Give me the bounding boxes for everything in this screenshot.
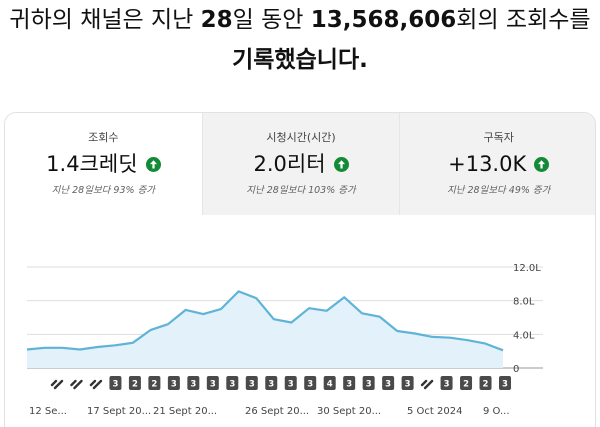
metric-tabs: 조회수 1.4크레딧 지난 28일보다 93% 증가 시청시간(시간) 2.0리… [5, 113, 595, 215]
marker-badge-label: 2 [483, 380, 489, 390]
marker-badge [460, 376, 473, 390]
marker-badge-label: 3 [268, 380, 274, 390]
marker-badge-label: 2 [132, 380, 138, 390]
tab-watch-time[interactable]: 시청시간(시간) 2.0리터 지난 28일보다 103% 증가 [202, 113, 401, 215]
marker-badge-label: 3 [366, 380, 372, 390]
headline-line-2: 기록했습니다. [232, 47, 368, 73]
marker-badge [304, 376, 317, 390]
link-icon [70, 379, 83, 390]
x-tick-label: 17 Sept 20... [87, 406, 151, 417]
marker-badge-label: 3 [190, 380, 196, 390]
tab-title: 조회수 [88, 131, 119, 144]
marker-badge [284, 376, 297, 390]
y-tick-label: 12.0L [513, 263, 541, 274]
headline-line-1: 귀하의 채널은 지난 28일 동안 13,568,606회의 조회수를 [9, 7, 591, 33]
y-tick-label: 8.0L [513, 297, 535, 308]
marker-badge [265, 376, 278, 390]
marker-badge [109, 376, 122, 390]
marker-badge [206, 376, 219, 390]
x-tick-label: 5 Oct 2024 [407, 406, 462, 417]
marker-badge [362, 376, 375, 390]
tab-subtext: 지난 28일보다 93% 증가 [51, 185, 156, 196]
tab-title: 시청시간(시간) [266, 131, 336, 144]
tab-subtext: 지난 28일보다 49% 증가 [446, 185, 551, 196]
marker-badge-label: 3 [346, 380, 352, 390]
tab-value: 1.4크레딧 [46, 151, 161, 177]
x-tick-label: 9 O... [483, 406, 510, 417]
x-tick-label: 12 Se... [29, 406, 67, 417]
marker-badge-label: 3 [288, 380, 294, 390]
tab-value: 2.0리터 [253, 151, 349, 177]
marker-badge [479, 376, 492, 390]
tab-title: 구독자 [483, 131, 514, 144]
marker-badge [440, 376, 453, 390]
marker-badge [167, 376, 180, 390]
marker-badge [128, 376, 141, 390]
marker-badge [343, 376, 356, 390]
marker-badge-label: 3 [405, 380, 411, 390]
tab-value: +13.0K [448, 151, 550, 177]
marker-badge-label: 2 [463, 380, 469, 390]
marker-badge [401, 376, 414, 390]
marker-badge-label: 3 [229, 380, 235, 390]
series-line [26, 290, 504, 352]
link-icon [50, 379, 64, 390]
marker-badge [382, 376, 395, 390]
marker-badge-label: 3 [385, 380, 391, 390]
marker-badge [323, 376, 336, 390]
y-tick-label: 0 [513, 364, 519, 375]
marker-badge-label: 3 [210, 380, 216, 390]
tab-subscribers[interactable]: 구독자 +13.0K 지난 28일보다 49% 증가 [400, 113, 595, 215]
views-chart: 12.0L 8.0L 4.0L 0 3 2 2 3 3 3 3 3 3 3 3 4 3 3 3 3 3 2 2 3 12 Se.… [5, 215, 595, 427]
trend-up-icon [534, 156, 550, 172]
marker-badge [148, 376, 161, 390]
marker-badge [187, 376, 200, 390]
headline: 귀하의 채널은 지난 28일 동안 13,568,606회의 조회수를 기록했습… [0, 0, 600, 80]
marker-badge-label: 3 [502, 380, 508, 390]
x-tick-label: 21 Sept 20... [153, 406, 217, 417]
marker-badge [245, 376, 258, 390]
x-tick-label: 26 Sept 20... [245, 406, 309, 417]
marker-badge-label: 3 [444, 380, 450, 390]
link-icon [420, 379, 434, 390]
marker-badge [226, 376, 239, 390]
y-tick-label: 4.0L [513, 330, 535, 341]
marker-badge-label: 3 [171, 380, 177, 390]
marker-badge-label: 3 [112, 380, 118, 390]
marker-badge-label: 2 [151, 380, 157, 390]
marker-badge-label: 4 [327, 380, 333, 390]
trend-up-icon [333, 156, 349, 172]
tab-subtext: 지난 28일보다 103% 증가 [246, 185, 356, 196]
marker-badge-label: 3 [307, 380, 313, 390]
trend-up-icon [145, 156, 161, 172]
link-icon [89, 379, 103, 390]
tab-views[interactable]: 조회수 1.4크레딧 지난 28일보다 93% 증가 [5, 113, 203, 215]
x-tick-label: 30 Sept 20... [317, 406, 381, 417]
area-fill [27, 291, 503, 368]
analytics-card: 조회수 1.4크레딧 지난 28일보다 93% 증가 시청시간(시간) 2.0리… [4, 112, 596, 427]
marker-badge-label: 3 [249, 380, 255, 390]
marker-badge [499, 376, 511, 390]
